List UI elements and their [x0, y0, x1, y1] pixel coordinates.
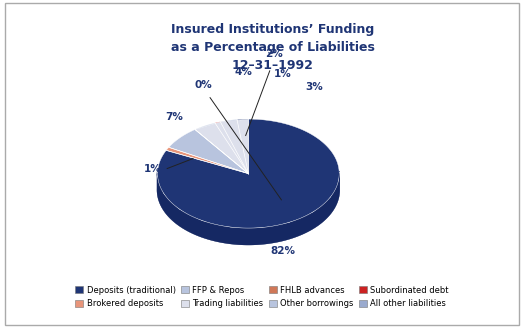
Polygon shape [158, 119, 339, 228]
Polygon shape [169, 130, 248, 174]
Polygon shape [220, 119, 248, 174]
Text: 7%: 7% [165, 112, 183, 122]
Polygon shape [158, 119, 339, 228]
Text: 2%: 2% [265, 49, 282, 59]
Text: 4%: 4% [235, 67, 253, 77]
Polygon shape [237, 119, 248, 174]
Polygon shape [195, 123, 248, 174]
Polygon shape [166, 147, 248, 174]
Text: 1%: 1% [144, 164, 162, 174]
Legend: Deposits (traditional), Brokered deposits, FFP & Repos, Trading liabilities, FHL: Deposits (traditional), Brokered deposit… [75, 286, 449, 308]
Polygon shape [215, 122, 248, 174]
Polygon shape [158, 172, 339, 244]
Text: 1%: 1% [274, 69, 292, 79]
Text: 3%: 3% [305, 82, 323, 92]
Polygon shape [158, 174, 339, 244]
Text: 0%: 0% [194, 80, 212, 90]
Text: Insured Institutions’ Funding
as a Percentage of Liabilities
12–31–1992: Insured Institutions’ Funding as a Perce… [170, 23, 375, 72]
Polygon shape [158, 171, 339, 244]
Text: 82%: 82% [270, 246, 296, 256]
